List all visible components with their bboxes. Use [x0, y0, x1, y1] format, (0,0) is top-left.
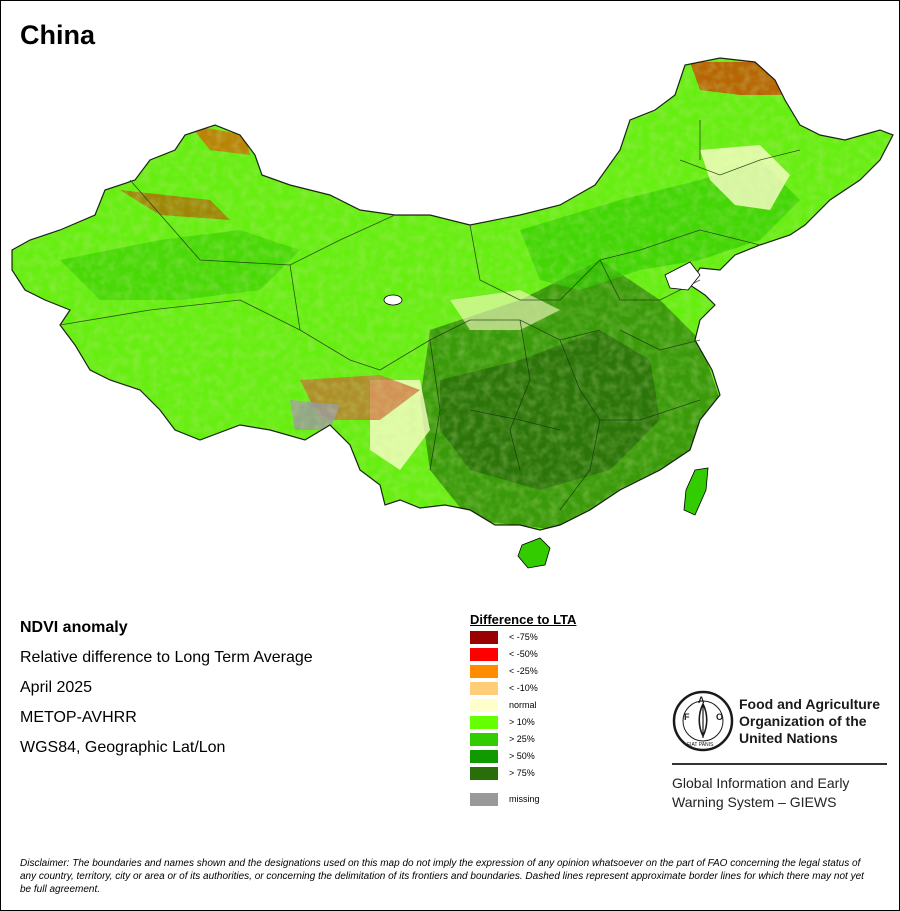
legend-label: > 75%	[509, 768, 535, 778]
fao-name-line3: United Nations	[739, 730, 838, 746]
legend-swatch	[470, 631, 498, 644]
fao-name: Food and Agriculture Organization of the…	[739, 696, 899, 747]
fao-name-line2: Organization of the	[739, 713, 867, 729]
legend-swatch	[470, 750, 498, 763]
fao-logo: F A O FIAT PANIS	[672, 690, 734, 752]
legend-label: missing	[509, 794, 540, 804]
legend-swatch	[470, 716, 498, 729]
legend-title: Difference to LTA	[470, 612, 577, 627]
legend-label: < -50%	[509, 649, 538, 659]
product-date: April 2025	[20, 679, 93, 696]
fao-name-line1: Food and Agriculture	[739, 696, 881, 712]
giews-line2: Warning System – GIEWS	[672, 794, 837, 810]
legend-swatch	[470, 665, 498, 678]
svg-text:F: F	[684, 712, 690, 722]
legend-swatch	[470, 682, 498, 695]
legend: Difference to LTA < -75% < -50% < -25% < -1…	[470, 612, 590, 811]
legend-swatch	[470, 699, 498, 712]
product-description: Relative difference to Long Term Average	[20, 649, 313, 666]
legend-label: > 50%	[509, 751, 535, 761]
legend-items: < -75% < -50% < -25% < -10% normal > 10% > 25%…	[470, 631, 590, 811]
disclaimer: Disclaimer: The boundaries and names sho…	[20, 858, 864, 895]
divider	[672, 763, 887, 765]
map-title: China	[20, 20, 96, 50]
legend-swatch	[470, 648, 498, 661]
legend-swatch	[470, 733, 498, 746]
legend-label: < -25%	[509, 666, 538, 676]
giews-name: Global Information and Early Warning Sys…	[672, 774, 892, 812]
legend-label: > 10%	[509, 717, 535, 727]
svg-text:O: O	[716, 712, 723, 722]
map-info: NDVI anomaly Relative difference to Long…	[20, 618, 313, 768]
giews-line1: Global Information and Early	[672, 775, 850, 791]
product-projection: WGS84, Geographic Lat/Lon	[20, 739, 226, 756]
legend-label: normal	[509, 700, 537, 710]
legend-swatch	[470, 793, 498, 806]
legend-label: < -10%	[509, 683, 538, 693]
svg-text:A: A	[698, 695, 705, 705]
product-name: NDVI anomaly	[20, 619, 128, 636]
legend-label: < -75%	[509, 632, 538, 642]
legend-label: > 25%	[509, 734, 535, 744]
product-sensor: METOP-AVHRR	[20, 709, 137, 726]
legend-swatch	[470, 767, 498, 780]
ndvi-map	[11, 57, 894, 569]
svg-text:FIAT PANIS: FIAT PANIS	[687, 742, 714, 748]
